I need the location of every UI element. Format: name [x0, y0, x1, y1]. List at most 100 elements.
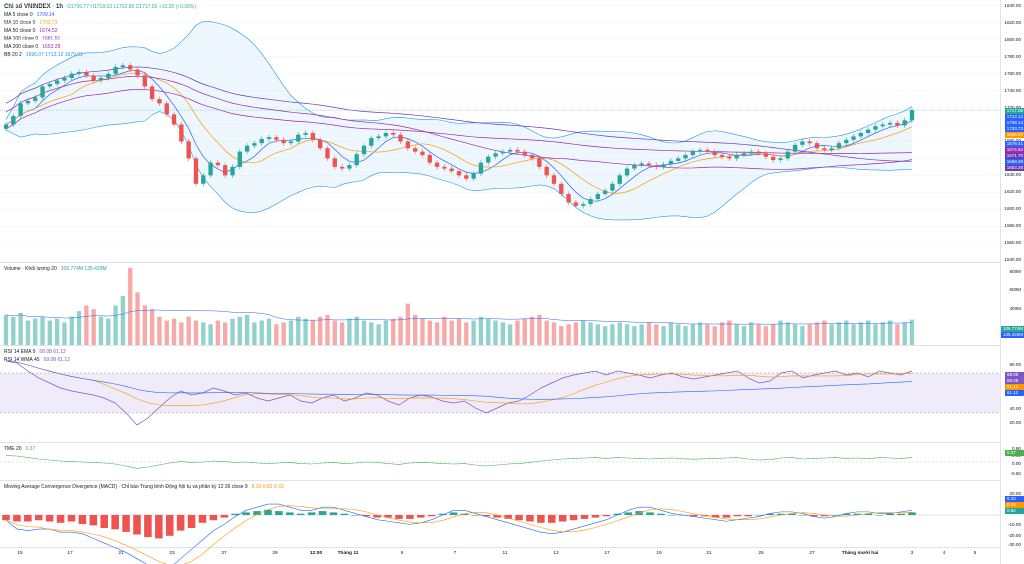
candle-body: [749, 151, 754, 154]
candle-body: [895, 122, 900, 126]
candle-body: [639, 163, 644, 166]
candle-body: [427, 155, 432, 163]
candle-body: [288, 141, 294, 144]
volume-bar: [449, 320, 454, 345]
volume-bar: [697, 322, 703, 345]
volume-bar: [142, 305, 147, 345]
candle-body: [91, 75, 96, 81]
pane-separator[interactable]: [0, 262, 1000, 263]
chart-canvas[interactable]: [0, 0, 1000, 564]
volume-bar: [420, 318, 425, 345]
candle-body: [763, 153, 769, 157]
macd-histogram-bar: [438, 513, 447, 515]
macd-histogram-bar: [406, 515, 414, 519]
candle-body: [581, 204, 586, 206]
rsi-wma-line: [5, 360, 913, 400]
time-tick-label: 4: [942, 551, 946, 556]
tme-tick-label: -0.50: [1010, 471, 1021, 476]
volume-tag: 135.428M: [1000, 332, 1024, 338]
rsi-legend[interactable]: RSI 14 EMA 9 68.08 61.12 RSI 14 WMA 45 69.…: [4, 349, 70, 363]
tme-legend[interactable]: TME 20 0.37: [4, 446, 36, 452]
macd-legend[interactable]: Moving Average Convergence Divergence (M…: [4, 484, 284, 490]
macd-histogram-bar: [842, 513, 851, 515]
tme-tag: 0.37: [1005, 450, 1024, 456]
pane-separator[interactable]: [0, 345, 1000, 346]
volume-bar: [223, 322, 228, 345]
volume-bar: [705, 324, 710, 345]
price-tick-label: 1680.00: [1004, 138, 1021, 143]
rsi-tick-label: 90.00: [1009, 362, 1022, 367]
candle-body: [800, 141, 805, 145]
ma-label: MA 50 close 0: [4, 28, 36, 34]
volume-bar: [624, 324, 630, 345]
macd-histogram-bar: [853, 513, 862, 515]
macd-histogram-bar: [34, 515, 43, 521]
volume-bar: [164, 320, 169, 345]
candle-body: [529, 155, 535, 159]
volume-bar: [873, 324, 878, 345]
volume-bar: [259, 320, 264, 345]
volume-bar: [456, 318, 462, 345]
candle-body: [771, 156, 776, 161]
candle-body: [449, 168, 454, 172]
macd-histogram-bar: [558, 515, 567, 522]
macd-histogram-bar: [460, 513, 469, 515]
macd-histogram-bar: [351, 515, 360, 516]
macd-histogram-bar: [722, 515, 731, 518]
candle-body: [544, 166, 549, 176]
ma-value: 1653.28: [42, 44, 61, 50]
candle-body: [25, 100, 31, 104]
bb-legend-row[interactable]: BB 20 2 1696.07 1713.12 1679.01: [4, 52, 83, 58]
symbol-title[interactable]: Chỉ số VNINDEX · 1h: [4, 4, 64, 10]
candle-body: [135, 69, 140, 76]
candle-body: [325, 148, 330, 159]
candle-body: [296, 134, 301, 142]
volume-legend[interactable]: Volume · Khối lượng 20 106.774M 135.428M: [4, 266, 107, 272]
macd-histogram-bar: [198, 515, 207, 523]
macd-histogram-bar: [449, 512, 458, 515]
macd-signal-line: [5, 505, 913, 564]
candle-body: [354, 154, 359, 166]
ma-legend-row[interactable]: MA 50 close 0 1674.52: [4, 27, 196, 35]
time-tick-label: Tháng 11: [337, 551, 359, 556]
macd-histogram-bar: [384, 515, 392, 518]
candle-body: [369, 138, 374, 146]
ma-legend-row[interactable]: MA 100 close 0 1681.51: [4, 35, 196, 43]
macd-histogram-bar: [569, 515, 578, 521]
candle-body: [807, 141, 812, 144]
pane-separator[interactable]: [0, 442, 1000, 443]
price-tick-label: 1600.00: [1004, 206, 1021, 212]
price-scale[interactable]: 1840.00 1820.00 1800.00 1780.00 1760.00 1740.…: [1000, 0, 1024, 564]
macd-histogram-bar: [286, 512, 294, 515]
volume-bar: [522, 318, 527, 345]
volume-bar: [507, 324, 513, 345]
price-tag: 1653.28: [1004, 165, 1024, 171]
ma-legend-row[interactable]: MA 200 close 0 1653.28: [4, 43, 196, 51]
volume-bar: [909, 319, 915, 345]
pane-separator[interactable]: [0, 480, 1000, 481]
bollinger-upper-line: [5, 21, 913, 144]
ma-legend-row[interactable]: MA 5 close 0 1709.14: [4, 11, 196, 19]
candle-body: [434, 162, 440, 167]
macd-histogram-bar: [417, 515, 425, 518]
candle-body: [274, 137, 279, 140]
macd-histogram-bar: [209, 515, 218, 521]
volume-bar: [193, 320, 199, 345]
volume-bar: [11, 316, 16, 345]
price-tick-label: 1780.00: [1004, 53, 1021, 59]
time-tick-label: 27: [221, 551, 227, 556]
candle-body: [157, 99, 162, 104]
price-tick-label: 1740.00: [1004, 87, 1021, 93]
volume-bar: [318, 316, 323, 345]
volume-bar: [47, 320, 53, 345]
candle-body: [259, 138, 264, 144]
candle-body: [442, 166, 447, 169]
price-tick-label: 1620.00: [1004, 189, 1021, 195]
time-tick-label: 17: [67, 551, 73, 556]
volume-bar: [610, 324, 615, 345]
candle-body: [120, 65, 126, 67]
candle-body: [332, 158, 337, 167]
volume-bar: [851, 324, 856, 345]
volume-bar: [171, 318, 177, 345]
candle-body: [303, 133, 308, 135]
